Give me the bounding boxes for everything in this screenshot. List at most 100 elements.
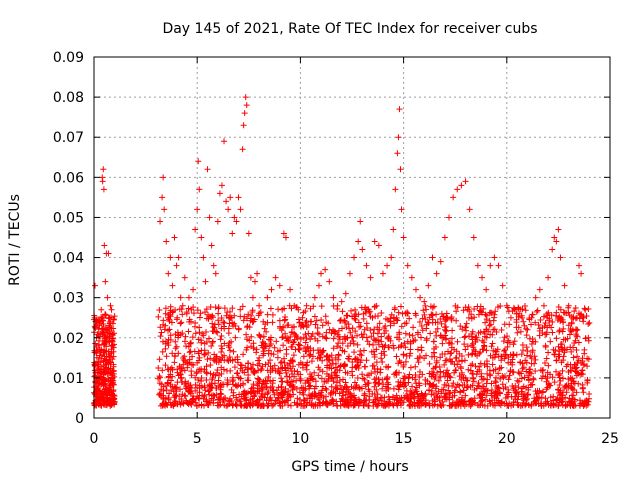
data-point	[272, 367, 279, 374]
data-point	[398, 323, 405, 330]
data-point	[185, 294, 192, 301]
data-point	[110, 361, 117, 368]
data-point	[224, 377, 231, 384]
data-point	[347, 396, 354, 403]
data-point	[361, 392, 368, 399]
data-point	[548, 312, 555, 319]
data-point	[101, 242, 108, 249]
data-point	[528, 341, 535, 348]
data-point	[107, 330, 114, 337]
data-point	[579, 371, 586, 378]
data-point	[227, 347, 234, 354]
data-point	[475, 329, 482, 336]
data-point	[364, 338, 371, 345]
data-point	[371, 238, 378, 245]
data-point	[363, 262, 370, 269]
data-point	[518, 312, 525, 319]
data-point	[385, 335, 392, 342]
data-point	[161, 206, 168, 213]
data-point	[237, 361, 244, 368]
data-point	[102, 386, 109, 393]
data-point	[366, 341, 373, 348]
data-point	[368, 333, 375, 340]
data-point	[218, 343, 225, 350]
data-point	[569, 385, 576, 392]
data-point	[92, 378, 99, 385]
data-point	[107, 365, 114, 372]
data-point	[225, 206, 232, 213]
data-point	[323, 329, 330, 336]
data-point	[212, 270, 219, 277]
data-point	[522, 357, 529, 364]
data-point	[528, 360, 535, 367]
data-point	[173, 262, 180, 269]
data-point	[269, 319, 276, 326]
data-point	[106, 401, 113, 408]
data-point	[388, 254, 395, 261]
data-point	[339, 325, 346, 332]
data-point	[105, 375, 112, 382]
data-point	[420, 307, 427, 314]
data-point	[218, 314, 225, 321]
data-point	[215, 310, 222, 317]
data-point	[319, 333, 326, 340]
data-point	[470, 378, 477, 385]
data-point	[169, 282, 176, 289]
data-point	[276, 369, 283, 376]
data-point	[205, 335, 212, 342]
data-point	[402, 330, 409, 337]
data-point	[94, 361, 101, 368]
data-point	[231, 214, 238, 221]
data-point	[538, 402, 545, 409]
data-point	[529, 311, 536, 318]
data-point	[505, 386, 512, 393]
data-point	[568, 367, 575, 374]
data-point	[513, 310, 520, 317]
data-point	[256, 332, 263, 339]
data-point	[452, 302, 459, 309]
data-point	[460, 387, 467, 394]
data-point	[436, 397, 443, 404]
data-point	[221, 305, 228, 312]
data-point	[256, 302, 263, 309]
data-point	[347, 329, 354, 336]
data-point	[155, 313, 162, 320]
data-point	[279, 364, 286, 371]
data-point	[269, 387, 276, 394]
data-point	[221, 319, 228, 326]
data-point	[195, 348, 202, 355]
data-point	[167, 402, 174, 409]
data-point	[379, 359, 386, 366]
data-point	[299, 364, 306, 371]
data-point	[500, 374, 507, 381]
data-point	[92, 282, 99, 289]
data-point	[303, 361, 310, 368]
data-point	[247, 274, 254, 281]
data-point	[279, 306, 286, 313]
data-point	[257, 334, 264, 341]
data-point	[189, 353, 196, 360]
data-point	[290, 352, 297, 359]
data-point	[449, 358, 456, 365]
data-point	[209, 339, 216, 346]
data-point	[255, 312, 262, 319]
data-point	[224, 379, 231, 386]
data-point	[237, 313, 244, 320]
data-point	[572, 304, 579, 311]
data-point	[276, 282, 283, 289]
data-point	[493, 348, 500, 355]
data-point	[533, 308, 540, 315]
data-point	[458, 352, 465, 359]
data-point	[319, 387, 326, 394]
data-point	[188, 398, 195, 405]
data-point	[458, 398, 465, 405]
data-point	[157, 324, 164, 331]
data-point	[208, 343, 215, 350]
data-point	[528, 401, 535, 408]
data-point	[110, 381, 117, 388]
data-point	[155, 365, 162, 372]
data-point	[549, 329, 556, 336]
data-point	[102, 361, 109, 368]
data-point	[443, 357, 450, 364]
data-point	[332, 360, 339, 367]
